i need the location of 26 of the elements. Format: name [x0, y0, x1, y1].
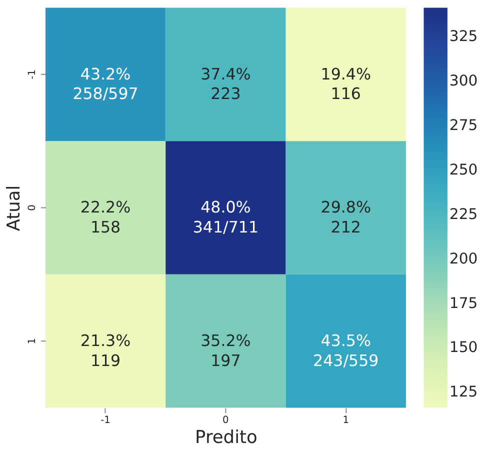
color-bar-label: 225	[449, 206, 478, 223]
color-bar-label: 300	[449, 72, 478, 90]
data-label: 48.0% 341/711	[192, 198, 259, 236]
color-bar-label: 175	[449, 294, 478, 312]
x-tick-label: -1	[100, 415, 110, 426]
y-axis-title: Atual	[4, 185, 24, 232]
color-bar-label: 125	[449, 384, 478, 401]
x-tick-label: 0	[222, 415, 229, 426]
y-tick-label: 0	[27, 204, 38, 211]
data-label: 43.5% 243/559	[313, 331, 379, 370]
data-label: 35.2% 197	[200, 331, 251, 370]
x-axis-title: Predito	[195, 428, 258, 448]
color-bar-label: 250	[449, 161, 478, 178]
data-label: 22.2% 158	[80, 198, 131, 236]
y-tick-label: -1	[27, 69, 38, 80]
x-tick-label: 1	[342, 415, 350, 426]
data-label: 29.8% 212	[320, 198, 371, 236]
color-bar-label: 275	[449, 117, 478, 134]
color-bar-label: 200	[449, 250, 478, 268]
y-tick-label: 1	[27, 338, 38, 344]
data-label: 19.4% 116	[320, 64, 371, 104]
data-label: 21.3% 119	[80, 331, 131, 370]
color-bar-label: 325	[449, 28, 478, 46]
data-label: 37.4% 223	[200, 64, 251, 104]
color-bar-label: 150	[449, 339, 478, 356]
data-label: 43.2% 258/597	[72, 64, 138, 104]
